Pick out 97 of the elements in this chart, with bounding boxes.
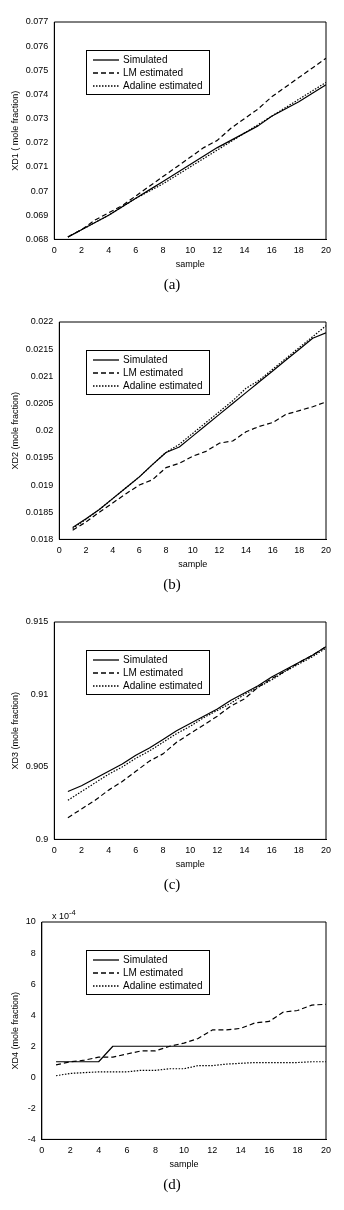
x-tick-label: 10: [187, 545, 198, 556]
y-tick-label: -2: [27, 1102, 36, 1113]
x-tick-label: 16: [266, 845, 277, 856]
y-tick-label: 4: [30, 1009, 36, 1020]
y-axis-title: XD3 (mole fraction): [9, 691, 20, 770]
y-tick-label: 0.018: [30, 533, 54, 544]
y-tick-label: 0.068: [25, 233, 49, 244]
y-tick-label: 0.022: [30, 316, 54, 327]
x-tick-label: 10: [185, 845, 196, 856]
legend-label: LM estimated: [123, 666, 184, 679]
y-tick-label: 0.07: [30, 185, 49, 196]
y-tick-label: 10: [25, 916, 36, 927]
y-tick-label: 2: [30, 1040, 36, 1051]
x-tick-label: 14: [239, 245, 250, 256]
text: (d): [162, 1176, 182, 1193]
y-tick-label: 8: [30, 947, 36, 958]
y-tick-label: 0.905: [25, 761, 49, 772]
x-tick-label: 14: [235, 1145, 246, 1156]
x-tick-label: 4: [106, 245, 112, 256]
x-tick-label: 0: [56, 545, 62, 556]
y-tick-label: 0.91: [30, 688, 49, 699]
x-tick-label: 18: [294, 545, 305, 556]
x-axis-title: sample: [175, 259, 205, 270]
legend-label: Simulated: [123, 953, 168, 966]
x-tick-label: 12: [212, 845, 223, 856]
x-axis-title: sample: [175, 859, 205, 870]
text: (a): [162, 276, 182, 293]
y-tick-label: 0.0195: [25, 452, 54, 463]
x-tick-label: 10: [178, 1145, 189, 1156]
y-tick-label: 0.075: [25, 64, 49, 75]
legend-label: LM estimated: [123, 966, 184, 979]
legend-label: Simulated: [123, 653, 168, 666]
y-tick-label: 0.019: [30, 479, 54, 490]
y-tick-label: 0.0205: [25, 398, 54, 409]
x-tick-label: 2: [83, 545, 89, 556]
legend-label: LM estimated: [123, 66, 184, 79]
x-tick-label: 18: [293, 845, 304, 856]
y-tick-label: 0.073: [25, 113, 49, 124]
y-tick-label: 0.076: [25, 40, 49, 51]
x-axis-title: sample: [169, 1159, 199, 1170]
y-tick-label: 0.9: [35, 833, 49, 844]
y-tick-label: 0.0215: [25, 343, 54, 354]
x-axis-title: sample: [178, 559, 208, 570]
legend-label: Simulated: [123, 353, 168, 366]
x-tick-label: 18: [293, 245, 304, 256]
x-tick-label: 20: [320, 545, 332, 556]
y-tick-label: 0: [30, 1071, 36, 1082]
legend-label: Adaline estimated: [123, 379, 203, 392]
legend-label: LM estimated: [123, 366, 184, 379]
y-tick-label: 0.0185: [25, 506, 54, 517]
x-tick-label: 20: [320, 845, 332, 856]
x-tick-label: 4: [106, 845, 112, 856]
y-tick-label: 0.077: [25, 16, 49, 27]
y-tick-label: 0.071: [25, 161, 49, 172]
x-tick-label: 2: [78, 845, 84, 856]
y-tick-label: 0.915: [25, 616, 49, 627]
y-tick-label: 6: [30, 978, 36, 989]
x-tick-label: 12: [207, 1145, 218, 1156]
text: x 10$^{-4}$: [52, 908, 76, 921]
x-tick-label: 14: [239, 845, 250, 856]
x-tick-label: 4: [110, 545, 116, 556]
legend-label: Adaline estimated: [123, 679, 203, 692]
y-axis-title: XD4 (mole fraction): [9, 991, 20, 1070]
x-tick-label: 10: [185, 245, 196, 256]
x-tick-label: 2: [78, 245, 84, 256]
y-axis-title: XD2 (mole fraction): [9, 391, 20, 470]
x-tick-label: 16: [264, 1145, 275, 1156]
y-axis-title: XD1 ( mole fraction): [9, 90, 20, 171]
x-tick-label: 20: [320, 245, 332, 256]
text: (c): [162, 876, 182, 893]
x-tick-label: 8: [160, 245, 166, 256]
x-tick-label: 4: [96, 1145, 102, 1156]
x-tick-label: 20: [320, 1145, 332, 1156]
x-tick-label: 6: [136, 545, 142, 556]
x-tick-label: 6: [124, 1145, 130, 1156]
y-tick-label: 0.021: [30, 370, 54, 381]
x-tick-label: 18: [292, 1145, 303, 1156]
x-tick-label: 14: [240, 545, 252, 556]
y-tick-label: -4: [27, 1133, 36, 1144]
x-tick-label: 6: [133, 245, 139, 256]
x-tick-label: 16: [267, 545, 278, 556]
legend-label: Adaline estimated: [123, 79, 203, 92]
y-tick-label: 0.069: [25, 209, 49, 220]
y-tick-label: 0.02: [35, 425, 54, 436]
x-tick-label: 6: [133, 845, 139, 856]
legend-label: Simulated: [123, 53, 168, 66]
x-tick-label: 8: [152, 1145, 158, 1156]
x-tick-label: 2: [67, 1145, 73, 1156]
x-tick-label: 12: [214, 545, 225, 556]
legend-label: Adaline estimated: [123, 979, 203, 992]
y-tick-label: 0.074: [25, 88, 49, 99]
y-tick-label: 0.072: [25, 137, 49, 148]
x-tick-label: 16: [266, 245, 277, 256]
x-tick-label: 12: [212, 245, 223, 256]
x-tick-label: 8: [160, 845, 166, 856]
text: (b): [162, 576, 182, 593]
x-tick-label: 8: [163, 545, 169, 556]
